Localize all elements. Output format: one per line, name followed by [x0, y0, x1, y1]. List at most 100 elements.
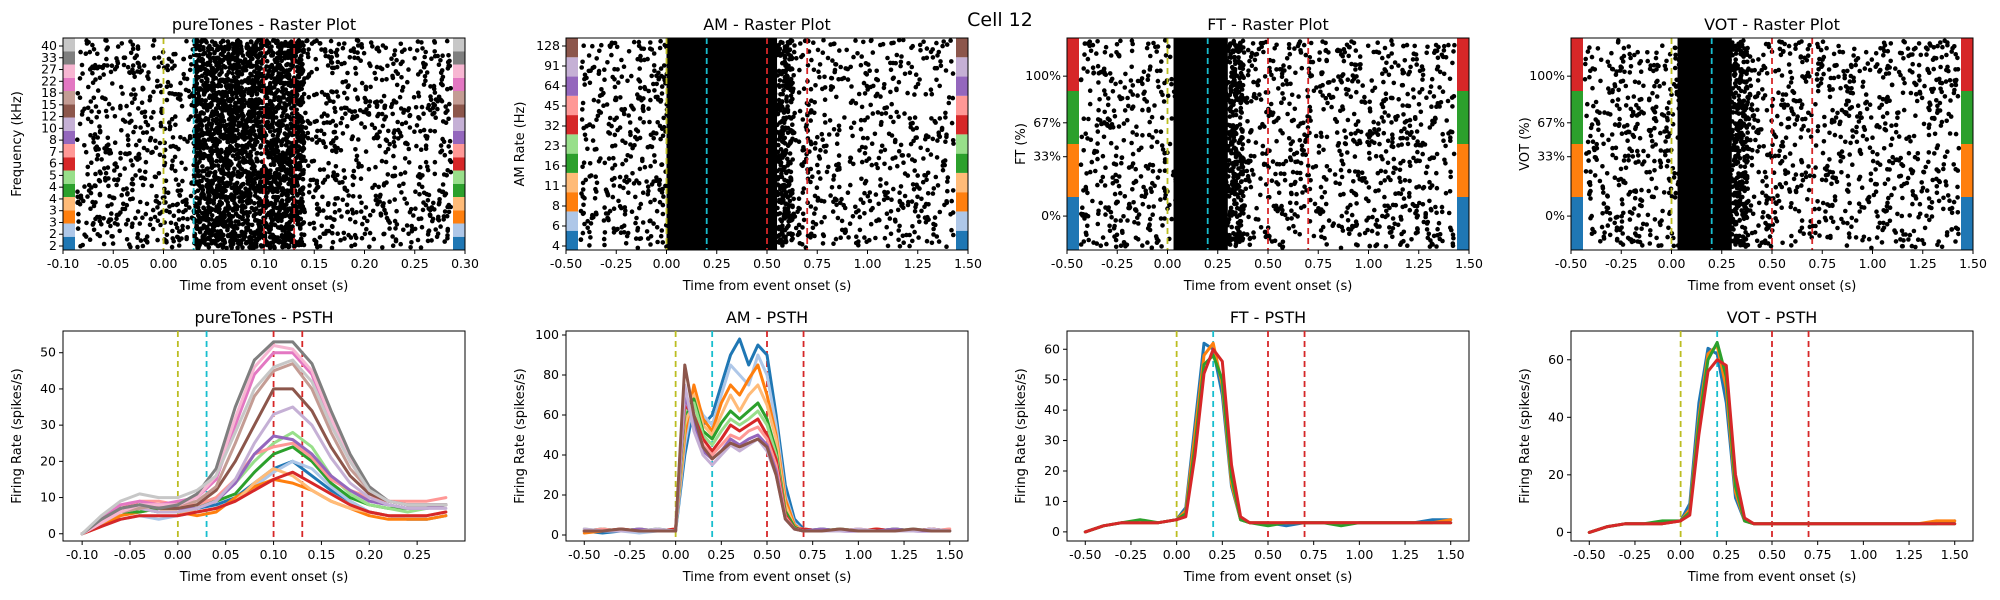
spike — [176, 208, 182, 214]
spike — [235, 135, 241, 141]
spike — [182, 198, 188, 203]
spike — [334, 135, 339, 141]
spike — [88, 133, 93, 138]
spike — [384, 77, 389, 82]
raster-xtick-label: 0.30 — [451, 256, 479, 271]
spike — [319, 89, 325, 95]
spike — [808, 86, 814, 92]
spike — [299, 94, 305, 100]
spike — [128, 158, 134, 163]
spike — [119, 41, 125, 46]
spike — [354, 157, 359, 163]
spike — [239, 93, 245, 99]
spike — [921, 156, 926, 161]
spike — [252, 233, 257, 239]
spike — [205, 45, 211, 51]
spike — [931, 226, 936, 232]
spike — [270, 133, 276, 138]
spike — [193, 63, 199, 68]
spike — [626, 49, 632, 54]
spike — [301, 154, 306, 160]
spike — [118, 150, 123, 156]
spike — [616, 80, 621, 85]
spike — [136, 151, 142, 157]
spike — [898, 63, 903, 69]
spike — [297, 175, 302, 181]
spike — [75, 91, 81, 96]
spike — [103, 38, 108, 43]
spike — [617, 204, 623, 209]
spike — [385, 146, 391, 152]
spike — [228, 99, 233, 104]
spike — [226, 212, 232, 218]
spike — [423, 146, 429, 152]
spike — [391, 61, 396, 67]
spike — [661, 194, 666, 199]
spike — [314, 206, 320, 212]
spike — [279, 123, 285, 128]
spike — [110, 241, 116, 246]
spike — [173, 114, 178, 119]
spike — [97, 218, 103, 224]
spike — [130, 63, 136, 68]
spike — [239, 203, 245, 208]
spike — [89, 160, 94, 165]
spike — [88, 99, 94, 104]
condition-strip-right — [956, 115, 968, 135]
spike — [138, 238, 144, 243]
spike — [406, 67, 411, 72]
spike — [333, 109, 338, 115]
spike — [403, 120, 409, 125]
spike — [102, 96, 107, 101]
spike — [230, 41, 235, 47]
spike — [896, 237, 901, 243]
spike — [158, 120, 164, 126]
spike — [432, 129, 438, 134]
spike — [204, 208, 209, 214]
spike — [614, 44, 620, 50]
spike — [398, 41, 404, 47]
spike — [251, 84, 256, 89]
spike — [901, 160, 906, 165]
spike — [103, 170, 109, 176]
spike — [142, 176, 148, 181]
spike — [226, 83, 232, 88]
spike — [393, 226, 398, 231]
spike — [156, 171, 162, 176]
spike — [589, 215, 595, 221]
spike — [442, 152, 448, 158]
spike — [629, 73, 634, 79]
spike — [385, 63, 390, 69]
spike — [210, 138, 215, 144]
spike — [85, 194, 90, 199]
spike — [350, 194, 356, 199]
spike — [820, 50, 826, 55]
spike — [137, 138, 142, 143]
spike — [103, 149, 108, 155]
spike — [913, 72, 919, 77]
spike — [370, 208, 376, 214]
spike — [279, 65, 284, 70]
spike — [300, 130, 306, 135]
spike — [593, 174, 598, 179]
spike — [135, 44, 141, 49]
spike — [879, 119, 884, 125]
spike — [305, 51, 311, 57]
spike — [121, 62, 127, 68]
spike — [428, 128, 433, 134]
spike — [151, 38, 157, 43]
condition-strip-left — [63, 104, 75, 118]
spike — [373, 76, 379, 82]
spike — [387, 220, 393, 225]
spike — [876, 201, 881, 207]
spike — [216, 153, 221, 159]
spike — [909, 199, 915, 204]
spike — [183, 87, 189, 93]
spike — [270, 111, 276, 117]
spike — [390, 75, 396, 81]
spike — [137, 168, 142, 173]
spike — [118, 106, 123, 111]
spike — [229, 111, 234, 117]
spike — [818, 176, 823, 181]
raster-xtick-label: 0.05 — [200, 256, 228, 271]
